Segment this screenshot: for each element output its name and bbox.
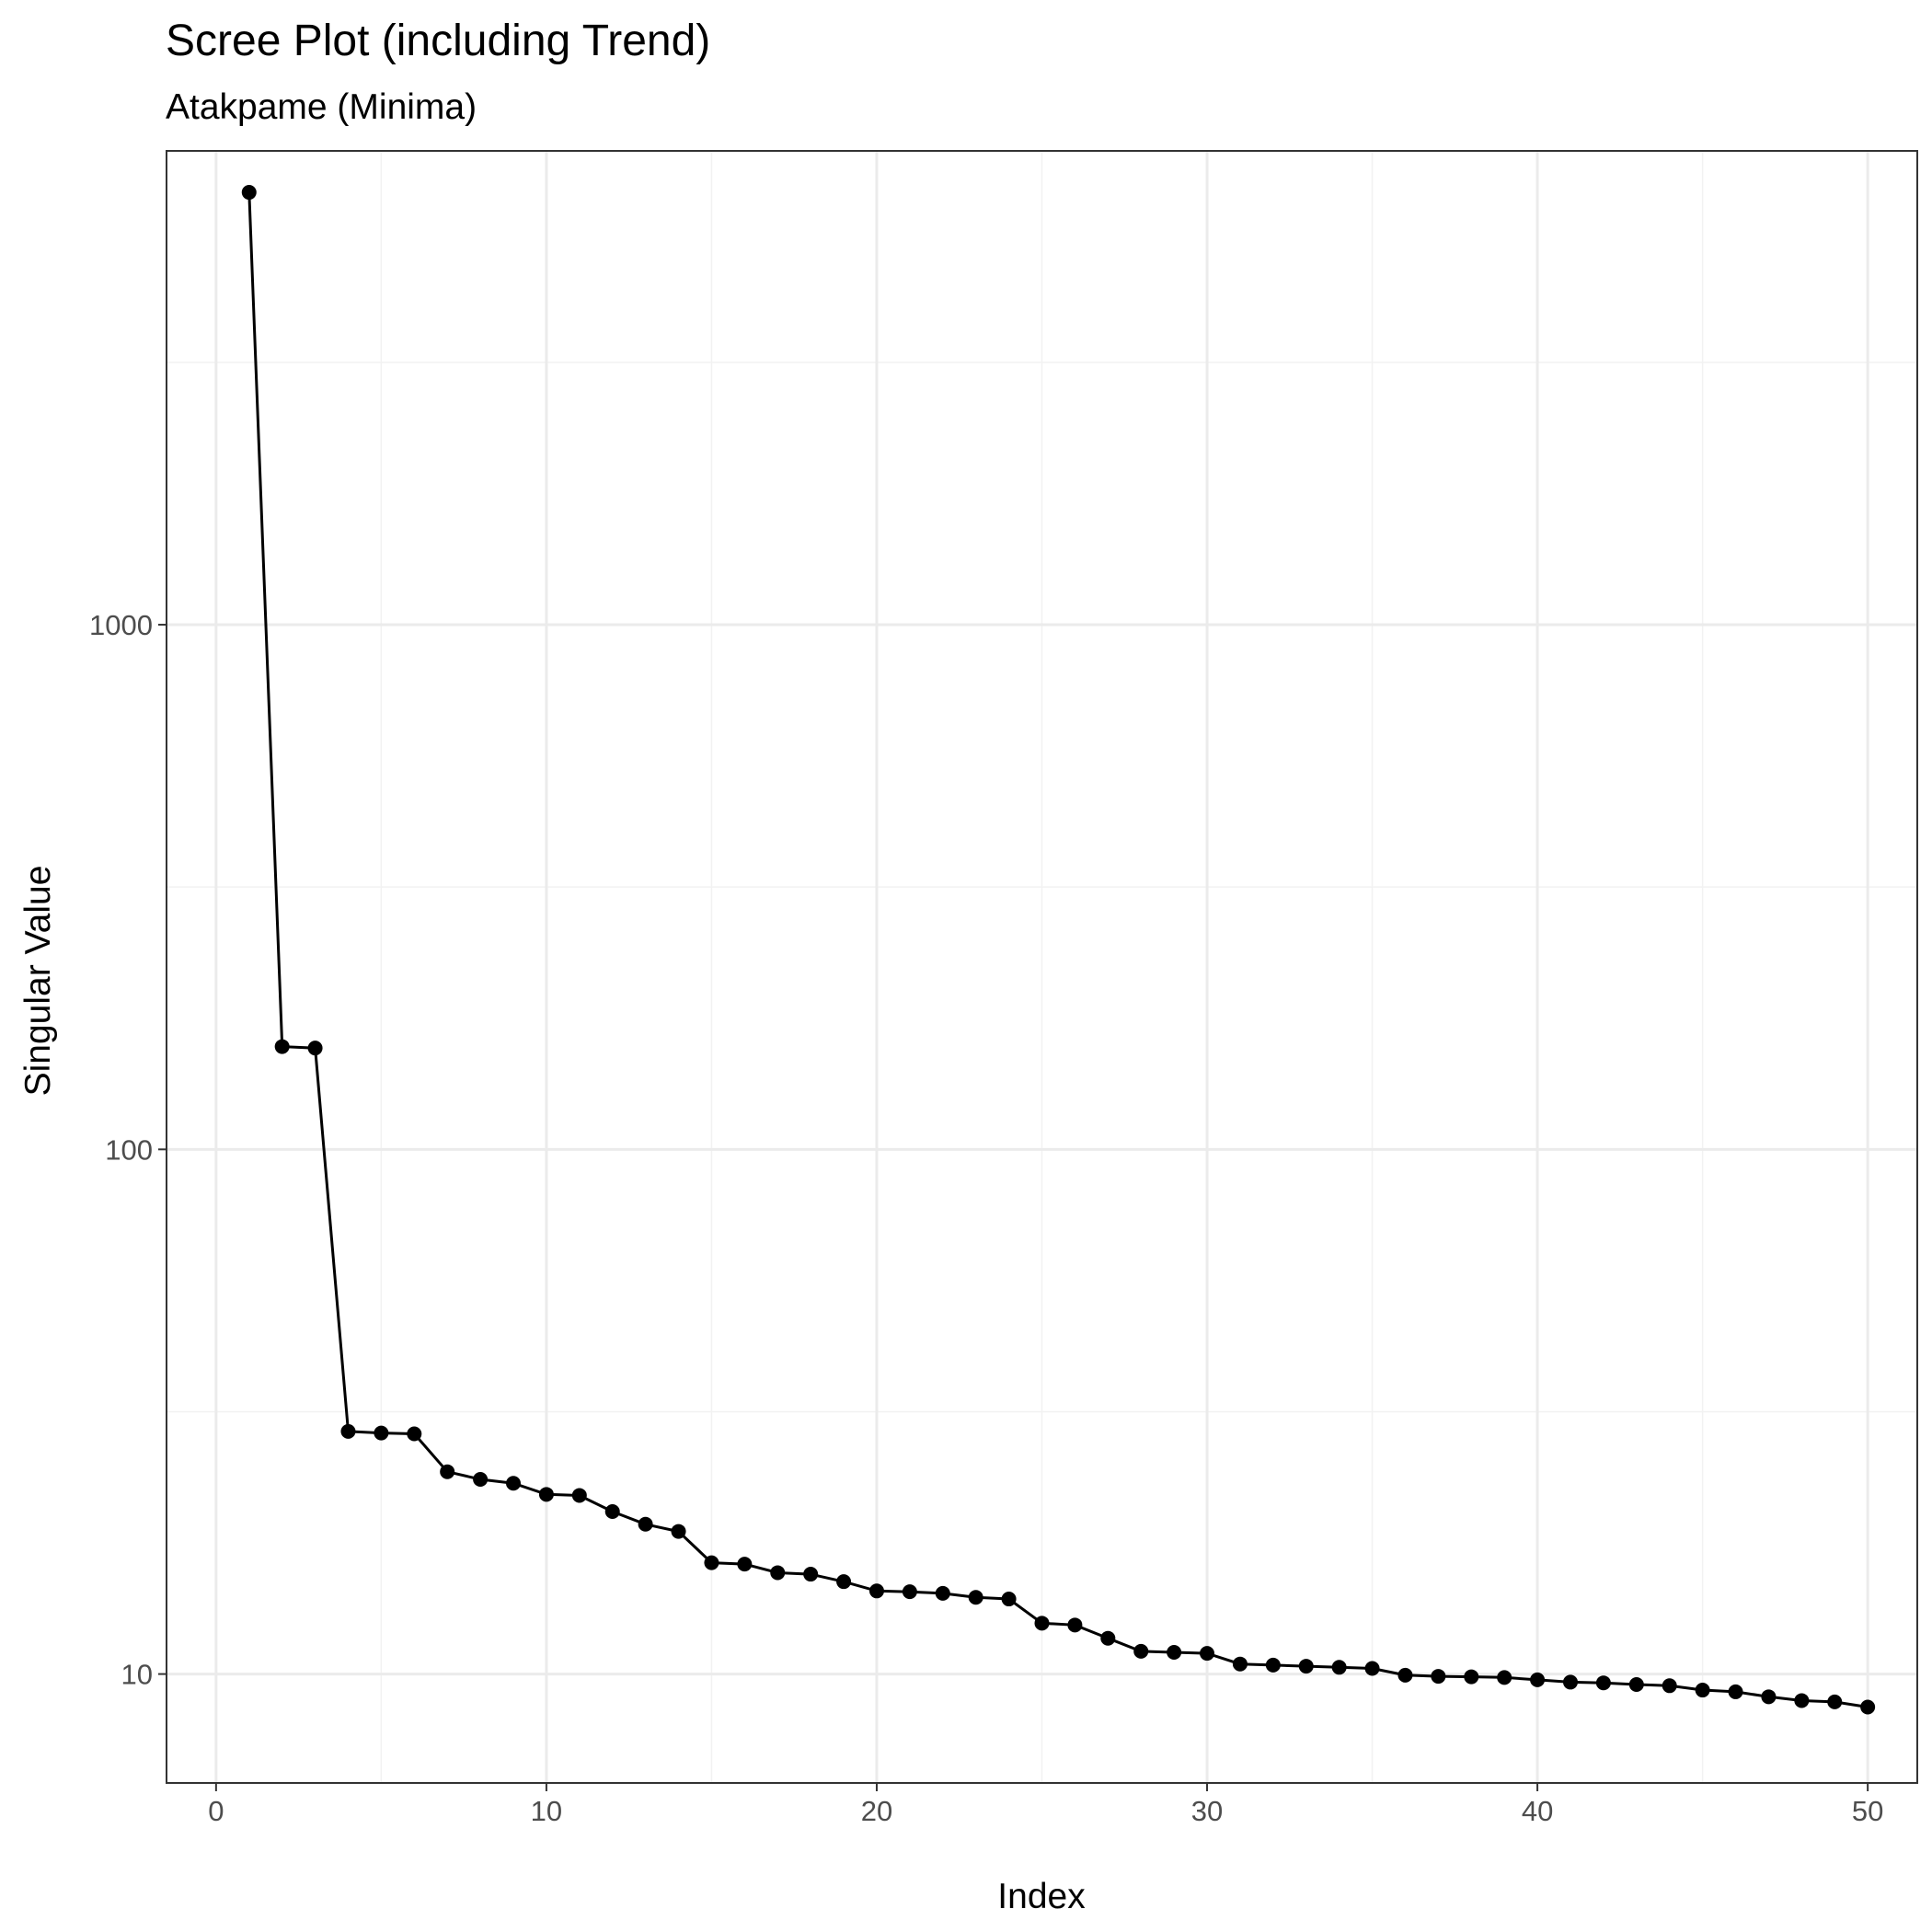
data-point-50 (1860, 1699, 1876, 1715)
data-point-26 (1067, 1617, 1083, 1633)
data-point-44 (1662, 1678, 1677, 1694)
data-point-15 (704, 1555, 719, 1570)
x-tick-label: 0 (208, 1795, 224, 1827)
data-point-40 (1530, 1672, 1546, 1687)
data-point-47 (1761, 1689, 1777, 1705)
data-point-4 (340, 1423, 356, 1439)
data-point-13 (638, 1516, 653, 1532)
data-point-31 (1232, 1656, 1248, 1672)
data-point-37 (1431, 1669, 1446, 1685)
data-point-21 (902, 1584, 917, 1600)
data-point-8 (473, 1471, 489, 1487)
data-point-16 (737, 1557, 753, 1572)
x-axis-title: Index (997, 1877, 1086, 1916)
data-point-29 (1167, 1644, 1182, 1660)
x-tick-label: 50 (1852, 1795, 1883, 1827)
series-line (247, 191, 1869, 1708)
data-point-25 (1034, 1616, 1050, 1631)
data-point-11 (571, 1488, 587, 1503)
grid-lines (167, 151, 1917, 1783)
y-axis-title: Singular Value (18, 866, 58, 1097)
data-point-30 (1200, 1646, 1215, 1662)
data-point-38 (1464, 1669, 1479, 1685)
data-point-24 (1001, 1592, 1017, 1607)
data-point-34 (1331, 1660, 1347, 1675)
data-point-42 (1595, 1675, 1611, 1691)
data-point-2 (274, 1039, 290, 1054)
data-point-6 (407, 1426, 422, 1442)
data-point-19 (836, 1574, 852, 1590)
data-point-49 (1827, 1694, 1843, 1709)
data-point-45 (1695, 1683, 1710, 1698)
x-tick-label: 40 (1522, 1795, 1553, 1827)
data-point-10 (538, 1487, 554, 1502)
data-point-43 (1628, 1677, 1644, 1693)
data-point-14 (671, 1524, 686, 1539)
data-point-1 (241, 185, 257, 201)
data-point-17 (770, 1565, 786, 1581)
data-point-18 (803, 1567, 819, 1582)
data-point-3 (307, 1041, 323, 1056)
plot-panel (166, 150, 1918, 1784)
data-point-27 (1100, 1630, 1116, 1646)
data-point-41 (1562, 1674, 1578, 1690)
x-tick-label: 20 (861, 1795, 892, 1827)
data-point-20 (868, 1583, 884, 1599)
x-tick-label: 30 (1191, 1795, 1223, 1827)
data-point-22 (935, 1585, 950, 1601)
data-point-33 (1298, 1659, 1314, 1674)
y-tick-label: 10 (121, 1659, 153, 1691)
data-point-28 (1133, 1643, 1149, 1659)
data-point-46 (1728, 1684, 1743, 1699)
axes: 0 10 20 30 40 50 10 100 1000 (89, 609, 1883, 1827)
data-point-7 (440, 1464, 455, 1479)
data-point-5 (374, 1425, 389, 1441)
y-tick-label: 1000 (89, 609, 153, 641)
data-point-39 (1497, 1670, 1512, 1685)
data-point-9 (506, 1476, 522, 1491)
data-point-23 (968, 1590, 983, 1605)
chart-title: Scree Plot (including Trend) (166, 17, 710, 65)
data-point-32 (1265, 1657, 1281, 1673)
y-tick-label: 100 (105, 1133, 153, 1166)
x-tick-label: 10 (531, 1795, 562, 1827)
chart-subtitle: Atakpame (Minima) (166, 87, 477, 127)
data-series (241, 185, 1876, 1715)
data-point-35 (1364, 1661, 1380, 1676)
data-point-48 (1794, 1693, 1810, 1708)
data-point-12 (604, 1504, 620, 1520)
data-point-36 (1397, 1667, 1413, 1683)
